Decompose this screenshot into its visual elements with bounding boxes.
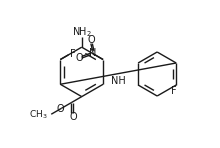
Text: NH: NH	[111, 76, 126, 86]
Text: CH$_3$: CH$_3$	[29, 108, 48, 121]
Text: F: F	[171, 86, 177, 96]
Text: N: N	[89, 48, 96, 58]
Text: NH$_2$: NH$_2$	[72, 25, 92, 39]
Text: O: O	[56, 104, 64, 114]
Text: O: O	[69, 112, 77, 122]
Text: O: O	[75, 53, 83, 63]
Text: F: F	[70, 49, 76, 59]
Text: O: O	[87, 35, 95, 45]
